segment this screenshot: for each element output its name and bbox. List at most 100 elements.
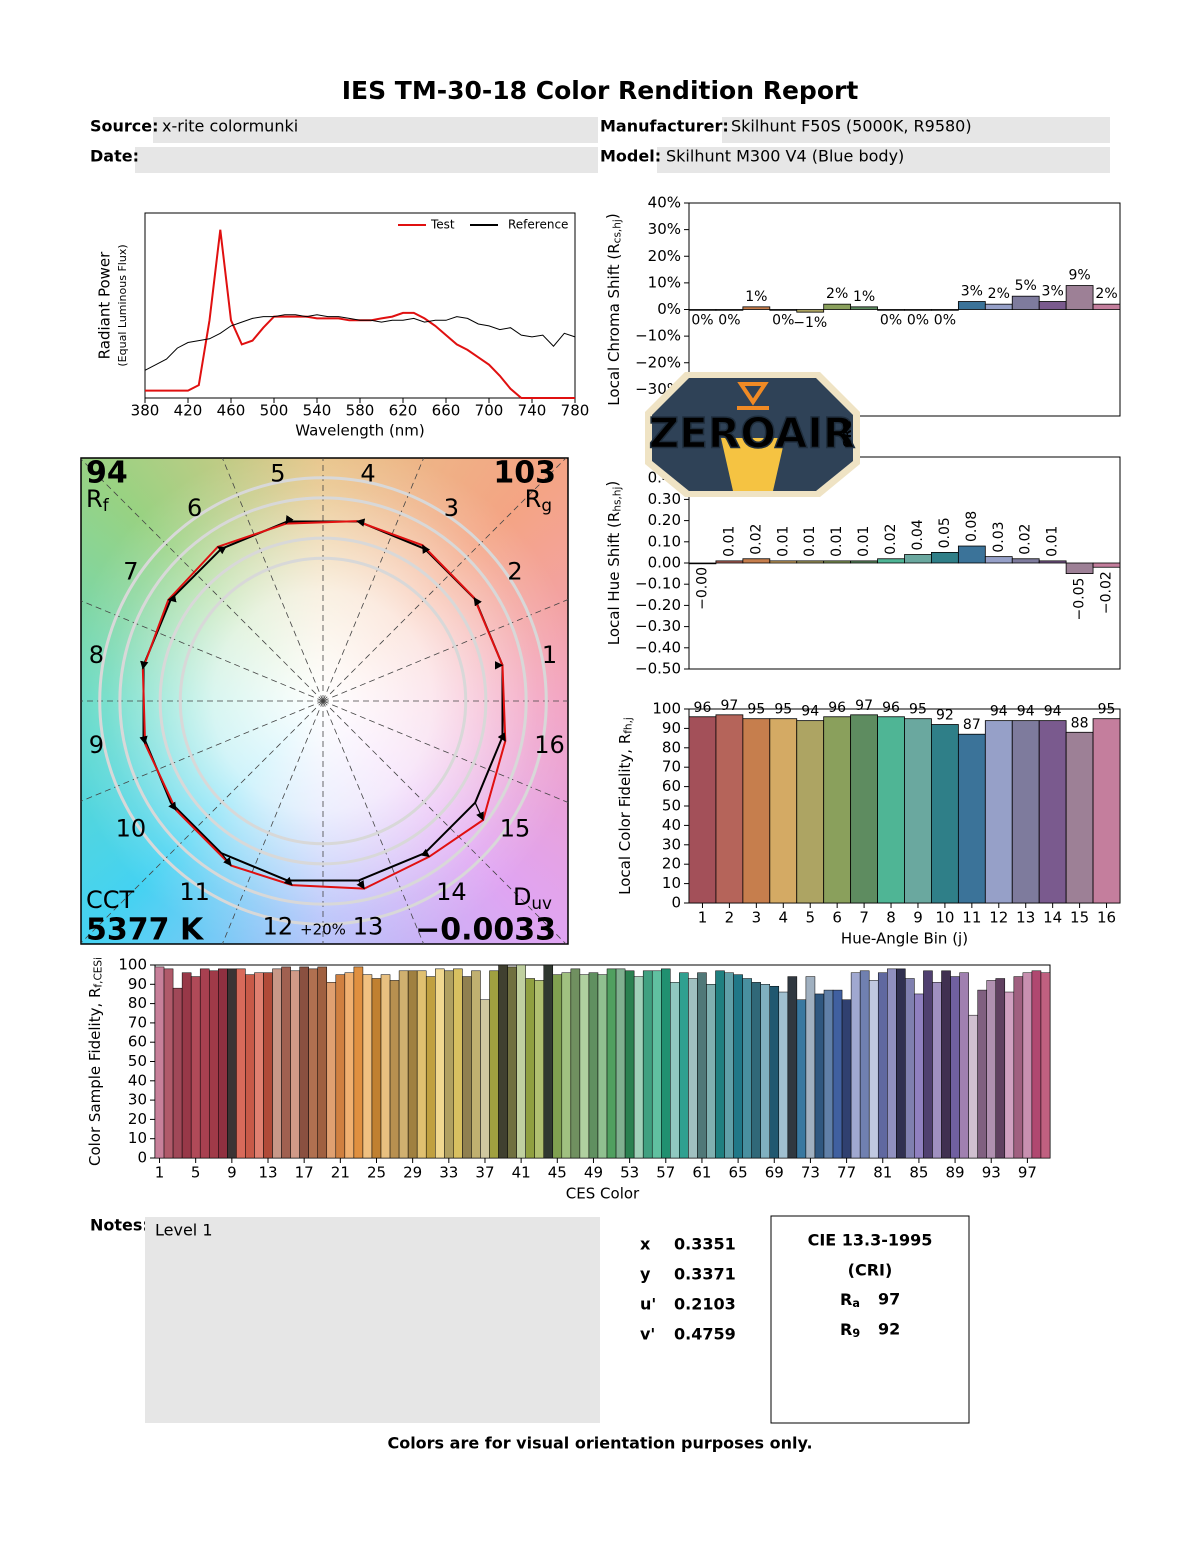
value-label: 1% bbox=[745, 289, 767, 305]
bin-label: 7 bbox=[123, 558, 138, 586]
value-label: 0.01 bbox=[856, 526, 872, 557]
value-label: 0.02 bbox=[1018, 524, 1034, 555]
bar bbox=[172, 987, 183, 1159]
x-tick-label: 1 bbox=[698, 909, 708, 927]
bar bbox=[823, 560, 852, 564]
bar bbox=[425, 976, 436, 1159]
value-label: 95 bbox=[1098, 702, 1116, 718]
y-tick-label: 10 bbox=[128, 1129, 147, 1147]
bar bbox=[850, 714, 878, 904]
bar bbox=[715, 309, 744, 311]
chromaticity-label: y bbox=[640, 1265, 651, 1284]
subscript: g bbox=[541, 495, 552, 515]
bar bbox=[814, 993, 825, 1159]
y-tick-label: 100 bbox=[652, 700, 681, 718]
bar bbox=[1013, 976, 1024, 1159]
bar bbox=[796, 309, 825, 313]
bar bbox=[516, 964, 526, 1159]
y-tick-label: 0% bbox=[657, 300, 681, 318]
bar bbox=[1065, 285, 1094, 310]
bar bbox=[435, 968, 445, 1159]
value-label: 0.02 bbox=[748, 524, 764, 555]
field-label: Source: bbox=[90, 117, 159, 136]
bar bbox=[624, 970, 635, 1159]
cri-title: CIE 13.3-1995 bbox=[808, 1231, 933, 1250]
report-title: IES TM-30-18 Color Rendition Report bbox=[342, 76, 859, 105]
x-tick-label: 15 bbox=[1070, 909, 1089, 927]
x-tick-label: 16 bbox=[1097, 909, 1116, 927]
bar bbox=[642, 970, 653, 1159]
bar bbox=[344, 972, 355, 1159]
logo-suffix: ORG bbox=[841, 421, 854, 448]
x-tick-label: 1 bbox=[155, 1164, 165, 1182]
bar bbox=[326, 982, 337, 1159]
x-tick-label: 21 bbox=[331, 1164, 350, 1182]
y-tick-label: 0 bbox=[671, 894, 681, 912]
logo-icon bbox=[737, 382, 769, 406]
bar bbox=[724, 972, 734, 1159]
shift-arrow bbox=[217, 546, 227, 555]
chromaticity-label: u' bbox=[640, 1295, 656, 1314]
y-axis-label: Local Color Fidelity, Rfh,j bbox=[616, 717, 635, 895]
y-tick-label: −0.40 bbox=[635, 638, 681, 656]
x-tick-label: 45 bbox=[548, 1164, 567, 1182]
text-part: R bbox=[525, 485, 542, 513]
field-box bbox=[135, 147, 598, 173]
bin-label: 10 bbox=[116, 814, 147, 842]
value-label: 0.01 bbox=[1045, 526, 1061, 557]
value-label: 0% bbox=[934, 313, 956, 329]
x-tick-label: 780 bbox=[561, 402, 590, 420]
y-tick-label: 50 bbox=[128, 1052, 147, 1070]
y-tick-label: −0.50 bbox=[635, 660, 681, 678]
shift-arrow bbox=[285, 515, 294, 525]
bar bbox=[199, 968, 210, 1159]
value-label: 95 bbox=[909, 702, 927, 718]
x-tick-label: 77 bbox=[837, 1164, 856, 1182]
subscript: 9 bbox=[852, 1327, 860, 1340]
text-part: ) bbox=[603, 213, 621, 219]
y-tick-label: 20 bbox=[128, 1110, 147, 1128]
bin-label: 6 bbox=[187, 494, 202, 522]
footer-note: Colors are for visual orientation purpos… bbox=[387, 1434, 812, 1453]
y-axis-label: Color Sample Fidelity, Rf,CESi bbox=[86, 957, 105, 1166]
bar bbox=[272, 968, 282, 1159]
y-tick-label: 40 bbox=[128, 1071, 147, 1089]
y-tick-label: −10% bbox=[635, 327, 681, 345]
value-label: 0.08 bbox=[964, 511, 980, 542]
x-tick-label: 17 bbox=[295, 1164, 314, 1182]
bar bbox=[706, 984, 716, 1159]
y-tick-label: 70 bbox=[662, 758, 681, 776]
bar bbox=[984, 303, 1013, 310]
bar bbox=[1092, 303, 1121, 310]
x-tick-label: 540 bbox=[303, 402, 332, 420]
subscript: fh,j bbox=[623, 717, 635, 734]
bar bbox=[796, 720, 825, 904]
x-tick-label: 81 bbox=[873, 1164, 892, 1182]
bar bbox=[742, 718, 771, 904]
bar bbox=[208, 970, 219, 1159]
bar bbox=[1040, 972, 1051, 1159]
shift-arrow bbox=[139, 735, 148, 745]
x-tick-label: 660 bbox=[432, 402, 461, 420]
y-tick-label: 80 bbox=[128, 994, 147, 1012]
subscript: a bbox=[852, 1297, 860, 1310]
x-tick-label: 33 bbox=[439, 1164, 458, 1182]
x-tick-label: 740 bbox=[518, 402, 547, 420]
bin-boundary bbox=[322, 700, 425, 944]
bar bbox=[859, 970, 870, 1159]
bar bbox=[335, 974, 346, 1159]
scale-ring bbox=[118, 496, 528, 906]
chromaticity-value: 0.4759 bbox=[674, 1325, 736, 1344]
text-part: Color Sample Fidelity, R bbox=[86, 988, 104, 1166]
text-part: R bbox=[840, 1320, 852, 1339]
x-tick-label: 420 bbox=[174, 402, 203, 420]
value-label: 0.03 bbox=[991, 521, 1007, 552]
bar bbox=[507, 966, 517, 1159]
value-label: 2% bbox=[826, 286, 848, 302]
x-tick-label: 49 bbox=[584, 1164, 603, 1182]
bar bbox=[823, 716, 852, 904]
bar bbox=[570, 968, 581, 1159]
bin-label: 13 bbox=[353, 913, 384, 941]
